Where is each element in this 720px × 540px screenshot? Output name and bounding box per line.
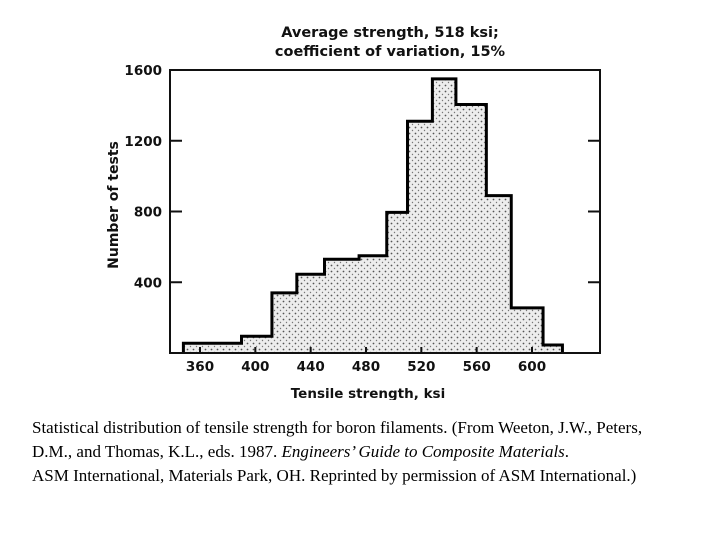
histogram-bar [432, 78, 456, 353]
histogram-bar [543, 345, 563, 353]
figure-caption: Statistical distribution of tensile stre… [32, 416, 702, 488]
histogram-bars [183, 78, 563, 353]
histogram-bar [324, 259, 360, 353]
histogram-bar [486, 195, 512, 353]
y-axis-ticks: 400 800 1200 1600 [124, 63, 600, 291]
x-tick-label: 440 [297, 359, 325, 375]
x-tick-label: 560 [463, 359, 491, 375]
x-axis-ticks: 360 400 440 480 520 560 600 [186, 347, 546, 375]
x-tick-label: 480 [352, 359, 380, 375]
caption-citation-suffix: . [564, 442, 570, 461]
x-tick-label: 360 [186, 359, 214, 375]
histogram-bar [359, 255, 387, 353]
caption-line-3: ASM International, Materials Park, OH. R… [32, 466, 637, 485]
histogram-figure: Average strength, 518 ksi; coefficient o… [106, 25, 601, 400]
caption-book-title: Engineers’ Guide to Composite Materials [281, 442, 565, 461]
caption-line-2: D.M., and Thomas, K.L., eds. 1987. Engin… [32, 440, 702, 464]
histogram-bar [183, 343, 242, 353]
histogram-bar [296, 274, 325, 353]
y-tick-label: 800 [134, 205, 162, 221]
x-tick-label: 600 [518, 359, 546, 375]
y-tick-label: 1600 [124, 63, 162, 79]
chart-title: Average strength, 518 ksi; [281, 25, 499, 41]
x-tick-label: 400 [241, 359, 269, 375]
histogram-bar [241, 336, 272, 353]
x-tick-label: 520 [407, 359, 435, 375]
histogram-bar [386, 212, 408, 353]
x-axis-label: Tensile strength, ksi [291, 386, 445, 400]
histogram-bar [407, 121, 433, 353]
histogram-bar [271, 292, 297, 353]
histogram-bar [455, 104, 487, 353]
y-axis-label: Number of tests [106, 141, 122, 269]
caption-line-1: Statistical distribution of tensile stre… [32, 418, 643, 437]
chart-subtitle: coefficient of variation, 15% [275, 44, 506, 60]
histogram-bar [511, 307, 544, 353]
histogram-outline [181, 77, 564, 353]
y-tick-label: 400 [134, 275, 162, 291]
y-tick-label: 1200 [124, 134, 162, 150]
caption-citation-prefix: D.M., and Thomas, K.L., eds. 1987. [32, 442, 282, 461]
